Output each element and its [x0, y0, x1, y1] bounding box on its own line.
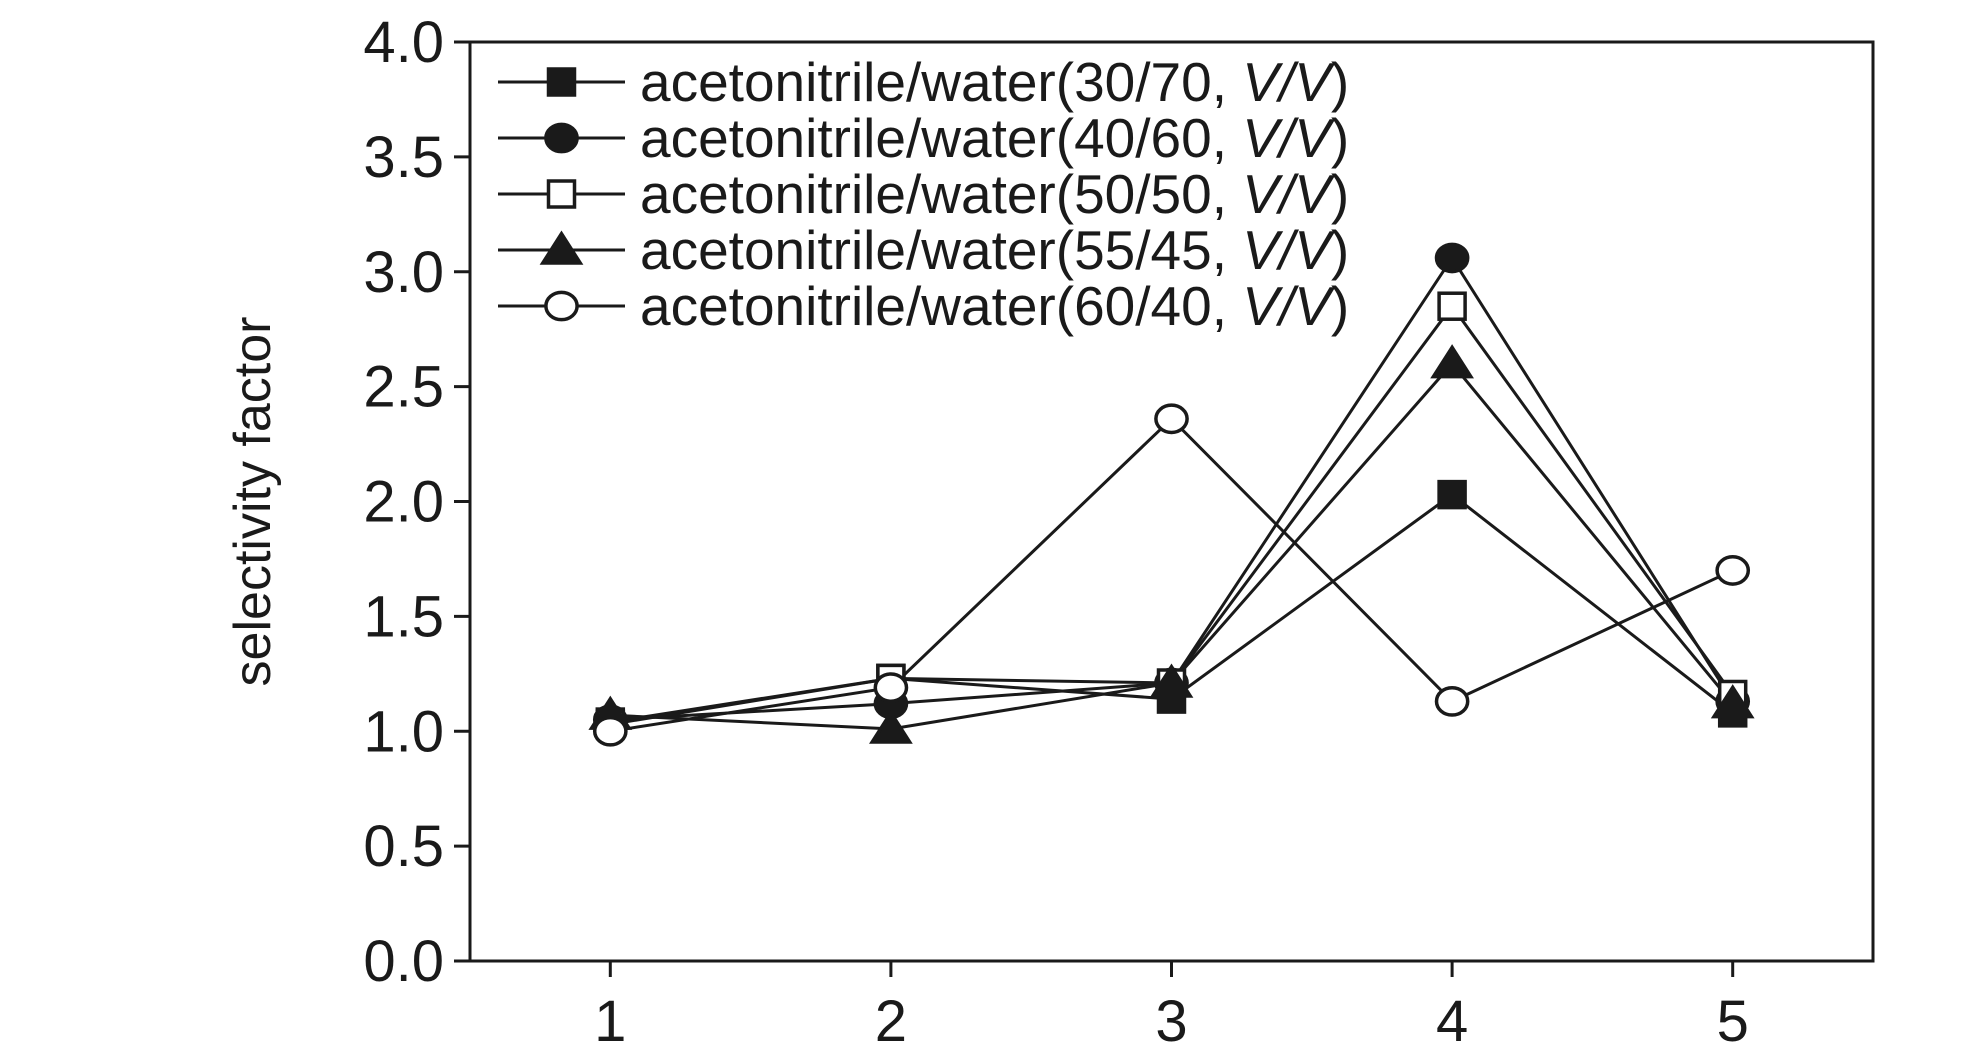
x-tick-label: 5 — [1717, 989, 1749, 1054]
legend-label-unit: V/V — [1242, 163, 1335, 225]
legend-label-text: acetonitrile/water(60/40, — [640, 275, 1242, 337]
legend-label-unit: V/V — [1242, 51, 1335, 113]
data-point-series-4 — [1430, 344, 1474, 379]
legend-label-close: ) — [1331, 219, 1349, 281]
data-point-series-2 — [1434, 242, 1470, 274]
data-point-series-1 — [1437, 479, 1467, 510]
y-tick-label: 0.0 — [363, 929, 444, 994]
data-point-series-5 — [1434, 685, 1470, 717]
legend-label-1: acetonitrile/water(30/70, V/V) — [640, 51, 1349, 113]
legend-marker-5 — [544, 290, 579, 322]
legend-marker-1 — [546, 67, 577, 97]
legend-label-unit: V/V — [1242, 275, 1335, 337]
data-point-series-5 — [592, 715, 628, 747]
x-tick-label: 3 — [1155, 989, 1187, 1054]
legend-label-close: ) — [1331, 51, 1349, 113]
x-tick-label: 1 — [594, 989, 626, 1054]
legend-label-close: ) — [1331, 107, 1349, 169]
legend-label-text: acetonitrile/water(40/60, — [640, 107, 1242, 169]
data-point-series-5 — [873, 672, 909, 703]
legend-label-4: acetonitrile/water(55/45, V/V) — [640, 219, 1349, 281]
legend: acetonitrile/water(30/70, V/V)acetonitri… — [498, 51, 1349, 337]
data-point-series-4 — [869, 709, 913, 744]
y-tick-label: 0.5 — [363, 814, 444, 879]
y-tick-label: 3.5 — [363, 125, 444, 190]
legend-label-text: acetonitrile/water(30/70, — [640, 51, 1242, 113]
legend-label-close: ) — [1331, 275, 1349, 337]
series-markers — [588, 242, 1755, 747]
y-tick-label: 1.0 — [363, 699, 444, 764]
legend-label-5: acetonitrile/water(60/40, V/V) — [640, 275, 1349, 337]
legend-label-unit: V/V — [1242, 107, 1335, 169]
legend-label-text: acetonitrile/water(55/45, — [640, 219, 1242, 281]
legend-label-close: ) — [1331, 163, 1349, 225]
legend-marker-2 — [544, 122, 579, 154]
y-tick-label: 2.0 — [363, 470, 444, 535]
legend-label-unit: V/V — [1242, 219, 1335, 281]
y-axis-title: selectivity factor — [224, 317, 282, 687]
data-point-series-4 — [1710, 684, 1755, 719]
plot-frame — [468, 40, 1875, 963]
y-tick-label: 4.0 — [363, 10, 444, 75]
y-tick-label: 2.5 — [363, 355, 444, 420]
data-point-series-5 — [1715, 555, 1751, 586]
x-tick-label: 2 — [875, 989, 907, 1054]
legend-marker-3 — [546, 179, 577, 209]
x-tick-label: 4 — [1436, 989, 1468, 1054]
y-tick-label: 3.0 — [363, 240, 444, 305]
y-tick-label: 1.5 — [363, 584, 444, 649]
data-point-series-5 — [1154, 403, 1189, 435]
data-point-series-3 — [1437, 291, 1467, 321]
legend-label-3: acetonitrile/water(50/50, V/V) — [640, 163, 1349, 225]
data-point-series-4 — [1149, 663, 1194, 698]
legend-label-text: acetonitrile/water(50/50, — [640, 163, 1242, 225]
legend-label-2: acetonitrile/water(40/60, V/V) — [640, 107, 1349, 169]
legend-marker-4 — [539, 230, 584, 265]
